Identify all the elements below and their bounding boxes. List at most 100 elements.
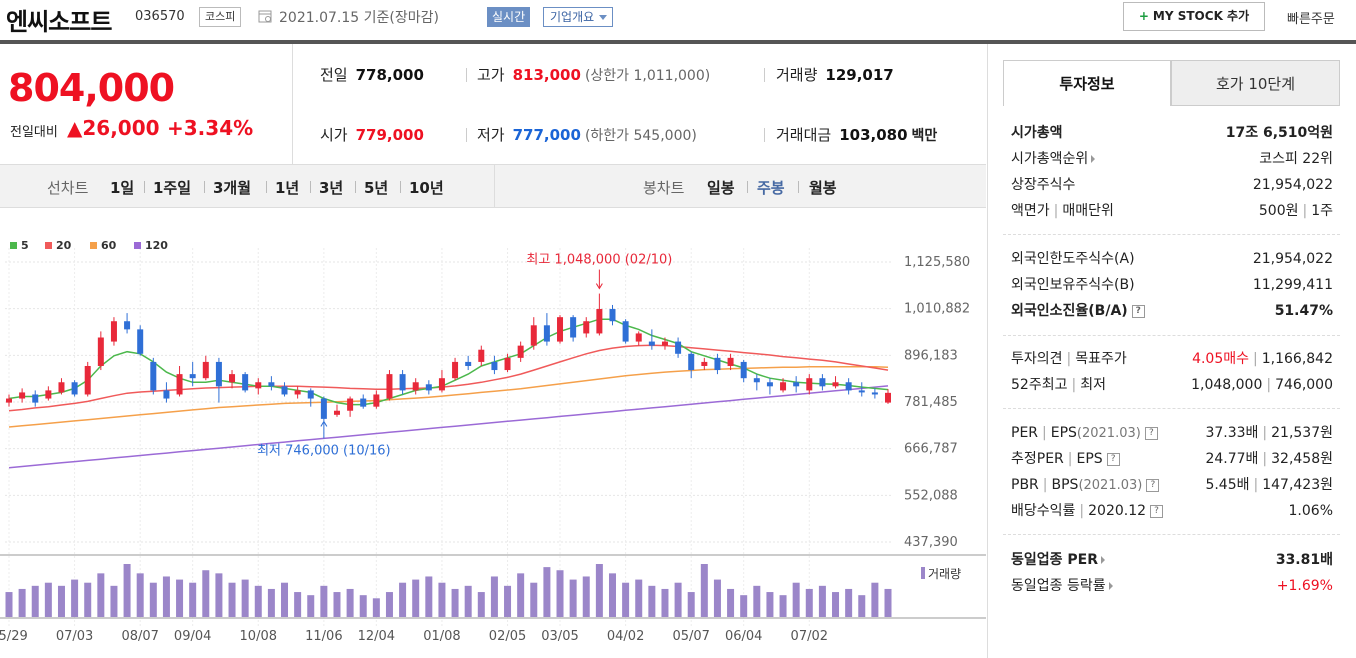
period-10y[interactable]: 10년 <box>409 179 444 197</box>
candle-weekly[interactable]: 주봉 <box>757 179 785 197</box>
legend-label: 5 <box>21 239 29 252</box>
x-tick-label: 07/02 <box>791 629 828 644</box>
legend-swatch <box>134 242 141 249</box>
price-block: 804,000 전일대비 ▲26,000 +3.34% <box>0 44 293 164</box>
week52-row: 52주최고 | 최저 1,048,000 | 746,000 <box>1011 377 1333 393</box>
candle-body <box>438 378 445 391</box>
volume-bar <box>674 582 682 617</box>
candle-body <box>137 329 144 354</box>
help-icon[interactable]: ? <box>1146 478 1160 492</box>
help-icon[interactable]: ? <box>1106 452 1120 466</box>
my-stock-add-button[interactable]: + MY STOCK 추가 <box>1123 2 1265 31</box>
caret-down-icon <box>599 15 608 20</box>
x-tick-label: 01/08 <box>423 629 460 644</box>
candle-body <box>110 321 117 342</box>
period-5y[interactable]: 5년 <box>364 179 389 197</box>
help-icon[interactable]: ? <box>1144 426 1158 440</box>
candle-body <box>701 361 708 366</box>
ma20-line <box>8 344 889 412</box>
volume-bar <box>281 582 289 617</box>
company-overview-label: 기업개요 <box>550 10 595 24</box>
candle-body <box>6 398 12 403</box>
volume-bar <box>202 570 210 617</box>
volume-bar <box>608 573 616 617</box>
realtime-button[interactable]: 실시간 <box>487 7 531 27</box>
low-annotation: 최저 746,000 (10/16) <box>257 443 391 458</box>
base-date: 2021.07.15 기준(장마감) <box>279 10 439 26</box>
candle-body <box>45 390 52 399</box>
legend-label: 120 <box>145 239 168 252</box>
period-separator <box>204 181 205 193</box>
period-3y[interactable]: 3년 <box>319 179 344 197</box>
volume-bar <box>464 585 472 617</box>
candle-body <box>268 382 275 387</box>
period-1y[interactable]: 1년 <box>275 179 300 197</box>
industry-rate-row[interactable]: 동일업종 등락률 +1.69% <box>1011 578 1333 594</box>
volume-bar <box>18 588 26 617</box>
period-separator <box>266 181 267 193</box>
candle-body <box>478 349 485 362</box>
volume-bar <box>687 592 695 617</box>
volume-bar <box>136 573 144 617</box>
chevron-right-icon <box>1101 556 1105 564</box>
candle-body <box>609 309 616 322</box>
tab-order-book[interactable]: 호가 10단계 <box>1171 60 1340 106</box>
industry-per-row[interactable]: 동일업종 PER 33.81배 <box>1011 552 1333 568</box>
x-tick-label: 04/02 <box>607 629 644 644</box>
candle-body <box>885 392 891 403</box>
volume-bar <box>635 579 643 617</box>
volume-bar <box>556 570 564 617</box>
period-3m[interactable]: 3개월 <box>213 179 252 197</box>
summary-separator <box>466 68 467 82</box>
legend-swatch <box>90 242 97 249</box>
candle-body <box>412 382 419 391</box>
company-overview-button[interactable]: 기업개요 <box>543 7 614 27</box>
candle-body <box>242 374 249 391</box>
candle-body <box>465 361 472 366</box>
period-1d[interactable]: 1일 <box>110 179 135 197</box>
help-icon[interactable]: ? <box>1131 304 1145 318</box>
controls-divider <box>494 165 495 207</box>
stock-chart[interactable]: 1,125,580 1,010,882 896,183 781,485 666,787 5… <box>0 208 986 658</box>
plus-icon: + <box>1138 9 1149 23</box>
volume-bar <box>162 576 170 617</box>
volume-bar <box>451 588 459 617</box>
volume-bar <box>425 576 433 617</box>
candle-body <box>124 321 131 330</box>
x-tick-label: 05/29 <box>0 629 28 644</box>
volume-bar <box>385 592 393 617</box>
candle-body <box>150 361 157 391</box>
period-separator <box>747 181 748 193</box>
candle-body <box>819 378 826 387</box>
tab-investment-info[interactable]: 투자정보 <box>1003 60 1171 106</box>
candle-body <box>71 382 78 395</box>
volume: 거래량 129,017 <box>776 66 894 84</box>
period-separator <box>310 181 311 193</box>
low-arrow-head <box>320 420 328 427</box>
candle-daily[interactable]: 일봉 <box>707 179 735 197</box>
market-cap-rank-row[interactable]: 시가총액순위 코스피 22위 <box>1011 151 1333 167</box>
candle-body <box>806 378 813 391</box>
candle-body <box>504 357 511 371</box>
volume-bar <box>399 582 407 617</box>
ma60-line <box>8 366 889 428</box>
candle-body <box>229 374 236 383</box>
candle-body <box>255 382 262 389</box>
candle-body <box>753 378 760 383</box>
help-icon[interactable]: ? <box>1150 504 1164 518</box>
candle-body <box>294 390 301 395</box>
candle-monthly[interactable]: 월봉 <box>809 179 837 197</box>
quick-order-link[interactable]: 빠른주문 <box>1287 12 1335 27</box>
legend-swatch <box>45 242 52 249</box>
y-tick-label: 437,390 <box>904 535 958 550</box>
volume-bar <box>57 585 65 617</box>
candle-body <box>491 361 498 371</box>
volume-legend-swatch <box>921 567 925 579</box>
volume-bar <box>228 582 236 617</box>
change-rate: +3.34% <box>167 116 254 140</box>
candle-body <box>19 392 26 399</box>
est-per-row: 추정PER | EPS? 24.77배 | 32,458원 <box>1011 451 1333 467</box>
candle-body <box>360 398 367 407</box>
period-1w[interactable]: 1주일 <box>153 179 192 197</box>
ma120-line <box>8 385 889 469</box>
